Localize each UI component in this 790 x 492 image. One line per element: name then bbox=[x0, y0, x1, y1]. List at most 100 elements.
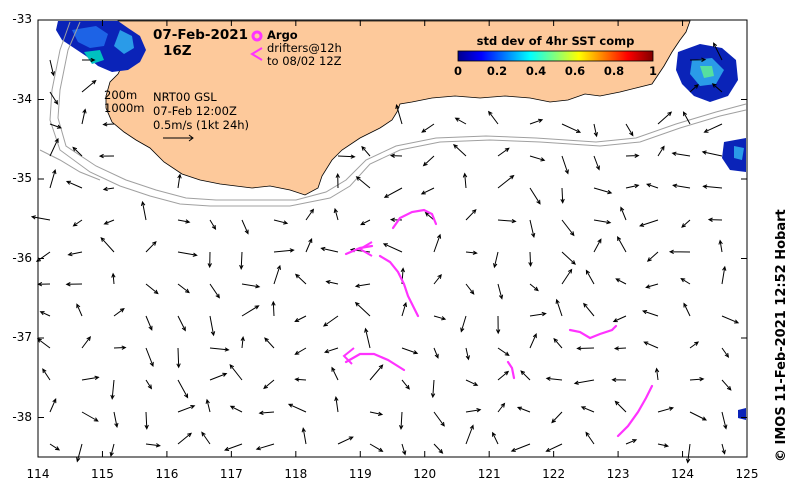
current-arrow bbox=[322, 315, 339, 327]
current-arrow bbox=[593, 219, 612, 225]
current-arrow bbox=[721, 443, 726, 455]
current-arrow bbox=[401, 443, 407, 456]
current-arrow bbox=[354, 283, 371, 288]
current-arrow bbox=[76, 443, 83, 463]
current-arrow bbox=[493, 251, 499, 269]
current-arrow bbox=[711, 83, 723, 93]
current-arrow bbox=[301, 427, 307, 445]
current-arrow bbox=[209, 347, 230, 352]
current-arrow bbox=[703, 123, 723, 133]
lon-tick-label: 119 bbox=[348, 467, 372, 481]
current-arrow bbox=[305, 208, 315, 221]
current-arrow bbox=[364, 327, 371, 349]
lon-tick-label: 123 bbox=[606, 467, 630, 481]
lon-tick-label: 117 bbox=[219, 467, 243, 481]
current-arrow bbox=[721, 379, 732, 391]
colorbar-tick-label: 1 bbox=[648, 64, 657, 78]
current-arrow bbox=[561, 123, 582, 133]
current-arrow bbox=[580, 406, 595, 413]
current-arrow bbox=[207, 251, 212, 269]
current-arrow bbox=[689, 341, 700, 349]
current-arrow bbox=[229, 405, 243, 413]
drifter-heads bbox=[342, 241, 373, 365]
current-arrow bbox=[702, 184, 723, 189]
current-arrow bbox=[287, 403, 307, 413]
colorbar-tick-label: 0.2 bbox=[486, 64, 508, 78]
current-arrow bbox=[241, 219, 249, 235]
current-arrow bbox=[681, 219, 691, 228]
lon-tick-label: 121 bbox=[477, 467, 501, 481]
current-arrow bbox=[657, 145, 665, 157]
lat-tick-label: -34 bbox=[12, 91, 32, 106]
current-arrow bbox=[529, 187, 541, 205]
colorbar-tick-label: 0.6 bbox=[564, 64, 586, 78]
colorbar-tick-label: 0.4 bbox=[525, 64, 547, 78]
current-arrow bbox=[294, 315, 307, 323]
current-arrow bbox=[492, 431, 499, 445]
current-arrow bbox=[689, 411, 708, 421]
current-arrow bbox=[433, 233, 442, 253]
map-date: 07-Feb-2021 bbox=[153, 27, 249, 43]
current-arrow bbox=[529, 311, 547, 317]
current-arrow bbox=[453, 144, 467, 157]
current-arrow bbox=[701, 150, 723, 157]
current-arrow bbox=[145, 379, 153, 390]
current-arrow bbox=[561, 251, 576, 265]
current-arrow bbox=[465, 408, 482, 413]
speed-scale-label: 0.5m/s (1kt 24h) bbox=[153, 118, 250, 132]
current-arrow bbox=[355, 176, 371, 189]
current-arrow bbox=[465, 208, 477, 221]
current-arrow bbox=[495, 315, 501, 335]
current-arrow bbox=[497, 347, 510, 357]
lon-tick-label: 114 bbox=[26, 467, 50, 481]
current-arrow bbox=[111, 272, 116, 285]
current-arrow bbox=[81, 335, 92, 349]
colorbar-tick-label: 0.8 bbox=[603, 64, 625, 78]
current-arrow bbox=[82, 57, 96, 63]
current-arrow bbox=[433, 274, 442, 285]
current-arrow bbox=[529, 155, 546, 162]
current-arrow bbox=[529, 283, 539, 292]
current-arrow bbox=[263, 379, 275, 390]
current-arrow bbox=[294, 377, 307, 382]
current-arrow bbox=[465, 379, 479, 386]
current-arrow bbox=[49, 137, 59, 157]
current-arrow bbox=[258, 410, 275, 415]
current-arrow bbox=[433, 315, 447, 321]
current-arrow bbox=[113, 411, 119, 429]
current-arrow bbox=[65, 180, 83, 189]
current-arrow bbox=[465, 250, 478, 255]
current-arrow bbox=[516, 406, 531, 413]
current-arrow bbox=[401, 301, 407, 317]
current-arrow bbox=[529, 333, 537, 349]
current-arrow bbox=[424, 211, 435, 221]
current-arrow bbox=[49, 59, 55, 77]
lon-tick-label: 125 bbox=[735, 467, 759, 481]
current-arrow bbox=[642, 310, 659, 317]
current-arrow bbox=[382, 243, 403, 253]
current-arrow bbox=[680, 277, 691, 285]
current-arrow bbox=[454, 117, 467, 125]
current-arrow bbox=[49, 123, 62, 129]
current-arrow bbox=[639, 219, 659, 227]
lon-tick-label: 120 bbox=[413, 467, 437, 481]
current-arrow bbox=[576, 346, 595, 351]
current-arrow bbox=[561, 268, 573, 285]
current-arrow bbox=[240, 336, 245, 349]
colorbar-tick-label: 0 bbox=[453, 64, 462, 78]
current-arrow bbox=[65, 282, 83, 287]
current-arrow bbox=[72, 219, 83, 227]
lon-tick-label: 124 bbox=[671, 467, 694, 481]
current-arrow bbox=[707, 217, 723, 222]
current-arrow bbox=[721, 265, 727, 285]
sst-patch-east bbox=[676, 44, 746, 420]
current-arrow bbox=[593, 187, 613, 195]
colorbar-title: std dev of 4hr SST comp bbox=[476, 34, 635, 48]
current-arrow bbox=[545, 376, 563, 381]
isobath-200-label: 200m bbox=[104, 88, 138, 102]
current-arrow bbox=[145, 283, 159, 295]
current-arrow bbox=[360, 219, 371, 226]
current-arrow bbox=[36, 338, 51, 349]
colorbar bbox=[457, 50, 654, 62]
current-arrow bbox=[177, 251, 198, 257]
